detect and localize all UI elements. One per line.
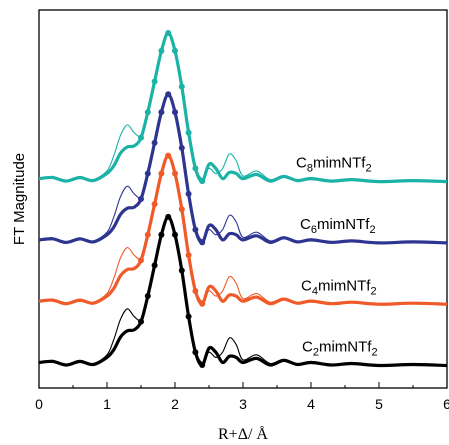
data-point — [172, 109, 178, 116]
fit-line — [38, 93, 448, 244]
data-point — [138, 318, 144, 325]
experimental-line — [38, 215, 448, 368]
data-point — [178, 267, 185, 274]
series-label-part: 2 — [365, 163, 371, 175]
data-point — [165, 213, 172, 220]
series-label-part: mimNTf — [313, 155, 366, 172]
plot-area — [38, 29, 448, 369]
series-label: C4mimNTf2 — [301, 277, 377, 297]
series-label-part: mimNTf — [319, 339, 372, 356]
data-point — [158, 170, 165, 177]
data-point — [158, 231, 165, 238]
data-point — [165, 91, 172, 98]
y-axis-title: FT Magnitude — [11, 153, 28, 245]
data-point — [158, 47, 165, 54]
data-point — [199, 178, 206, 185]
x-axis: 0 1 2 3 4 5 6 — [35, 382, 449, 412]
data-point — [144, 170, 151, 177]
series-label: C6mimNTf2 — [300, 216, 376, 236]
data-point — [144, 231, 151, 238]
series-C2mimNTf2 — [38, 213, 448, 369]
plot-frame — [38, 9, 448, 389]
data-point — [158, 109, 165, 116]
data-point — [199, 300, 206, 307]
data-point — [151, 78, 158, 85]
x-tick-label: 2 — [171, 396, 179, 412]
x-tick-label: 5 — [375, 396, 383, 412]
series-label-part: 4 — [312, 285, 318, 297]
data-point — [151, 262, 158, 269]
data-point — [185, 190, 192, 197]
data-point — [192, 349, 199, 356]
data-point — [185, 129, 192, 136]
series-label-part: 8 — [307, 163, 313, 175]
series-label-part: 2 — [369, 224, 375, 236]
experimental-line — [38, 153, 448, 306]
data-point — [192, 226, 199, 233]
data-point — [192, 165, 199, 172]
series-label: C2mimNTf2 — [302, 339, 378, 359]
data-point — [185, 313, 192, 320]
x-tick-label: 4 — [307, 396, 315, 412]
series-C6mimNTf2 — [38, 91, 448, 246]
x-tick-label: 6 — [443, 396, 449, 412]
data-point — [199, 239, 206, 246]
series-C4mimNTf2 — [38, 152, 448, 307]
data-point — [172, 170, 178, 177]
data-point — [178, 206, 185, 213]
series-label-part: mimNTf — [317, 216, 370, 233]
fit-line — [38, 32, 448, 183]
x-tick-label: 3 — [239, 396, 247, 412]
data-point — [172, 47, 178, 54]
data-point — [172, 231, 178, 238]
data-point — [165, 152, 172, 159]
data-point — [192, 287, 199, 294]
series-label-part: 2 — [313, 347, 319, 359]
series-label-part: 2 — [370, 285, 376, 297]
data-point — [138, 196, 144, 202]
data-point — [199, 362, 206, 369]
series-label-part: 2 — [371, 347, 377, 359]
data-point — [185, 252, 192, 259]
data-point — [151, 201, 158, 208]
data-point — [138, 134, 144, 141]
data-point — [178, 83, 185, 90]
experimental-line — [38, 92, 448, 245]
series-label-part: C — [301, 277, 312, 294]
x-tick-label: 1 — [103, 396, 111, 412]
data-point — [151, 139, 158, 146]
data-point — [144, 109, 151, 116]
data-point — [178, 144, 185, 151]
series-C8mimNTf2 — [38, 29, 448, 185]
data-point — [165, 29, 172, 36]
series-label-part: 6 — [311, 224, 317, 236]
x-tick-label: 0 — [35, 396, 43, 412]
experimental-line — [38, 31, 448, 184]
series-label-part: mimNTf — [318, 277, 371, 294]
series-label-part: C — [302, 339, 313, 356]
data-point — [144, 293, 151, 300]
series-label-part: C — [296, 155, 307, 172]
series-label: C8mimNTf2 — [296, 155, 372, 175]
series-label-part: C — [300, 216, 311, 233]
x-axis-title: R+Δ/ Å — [218, 425, 268, 443]
data-point — [138, 257, 144, 264]
